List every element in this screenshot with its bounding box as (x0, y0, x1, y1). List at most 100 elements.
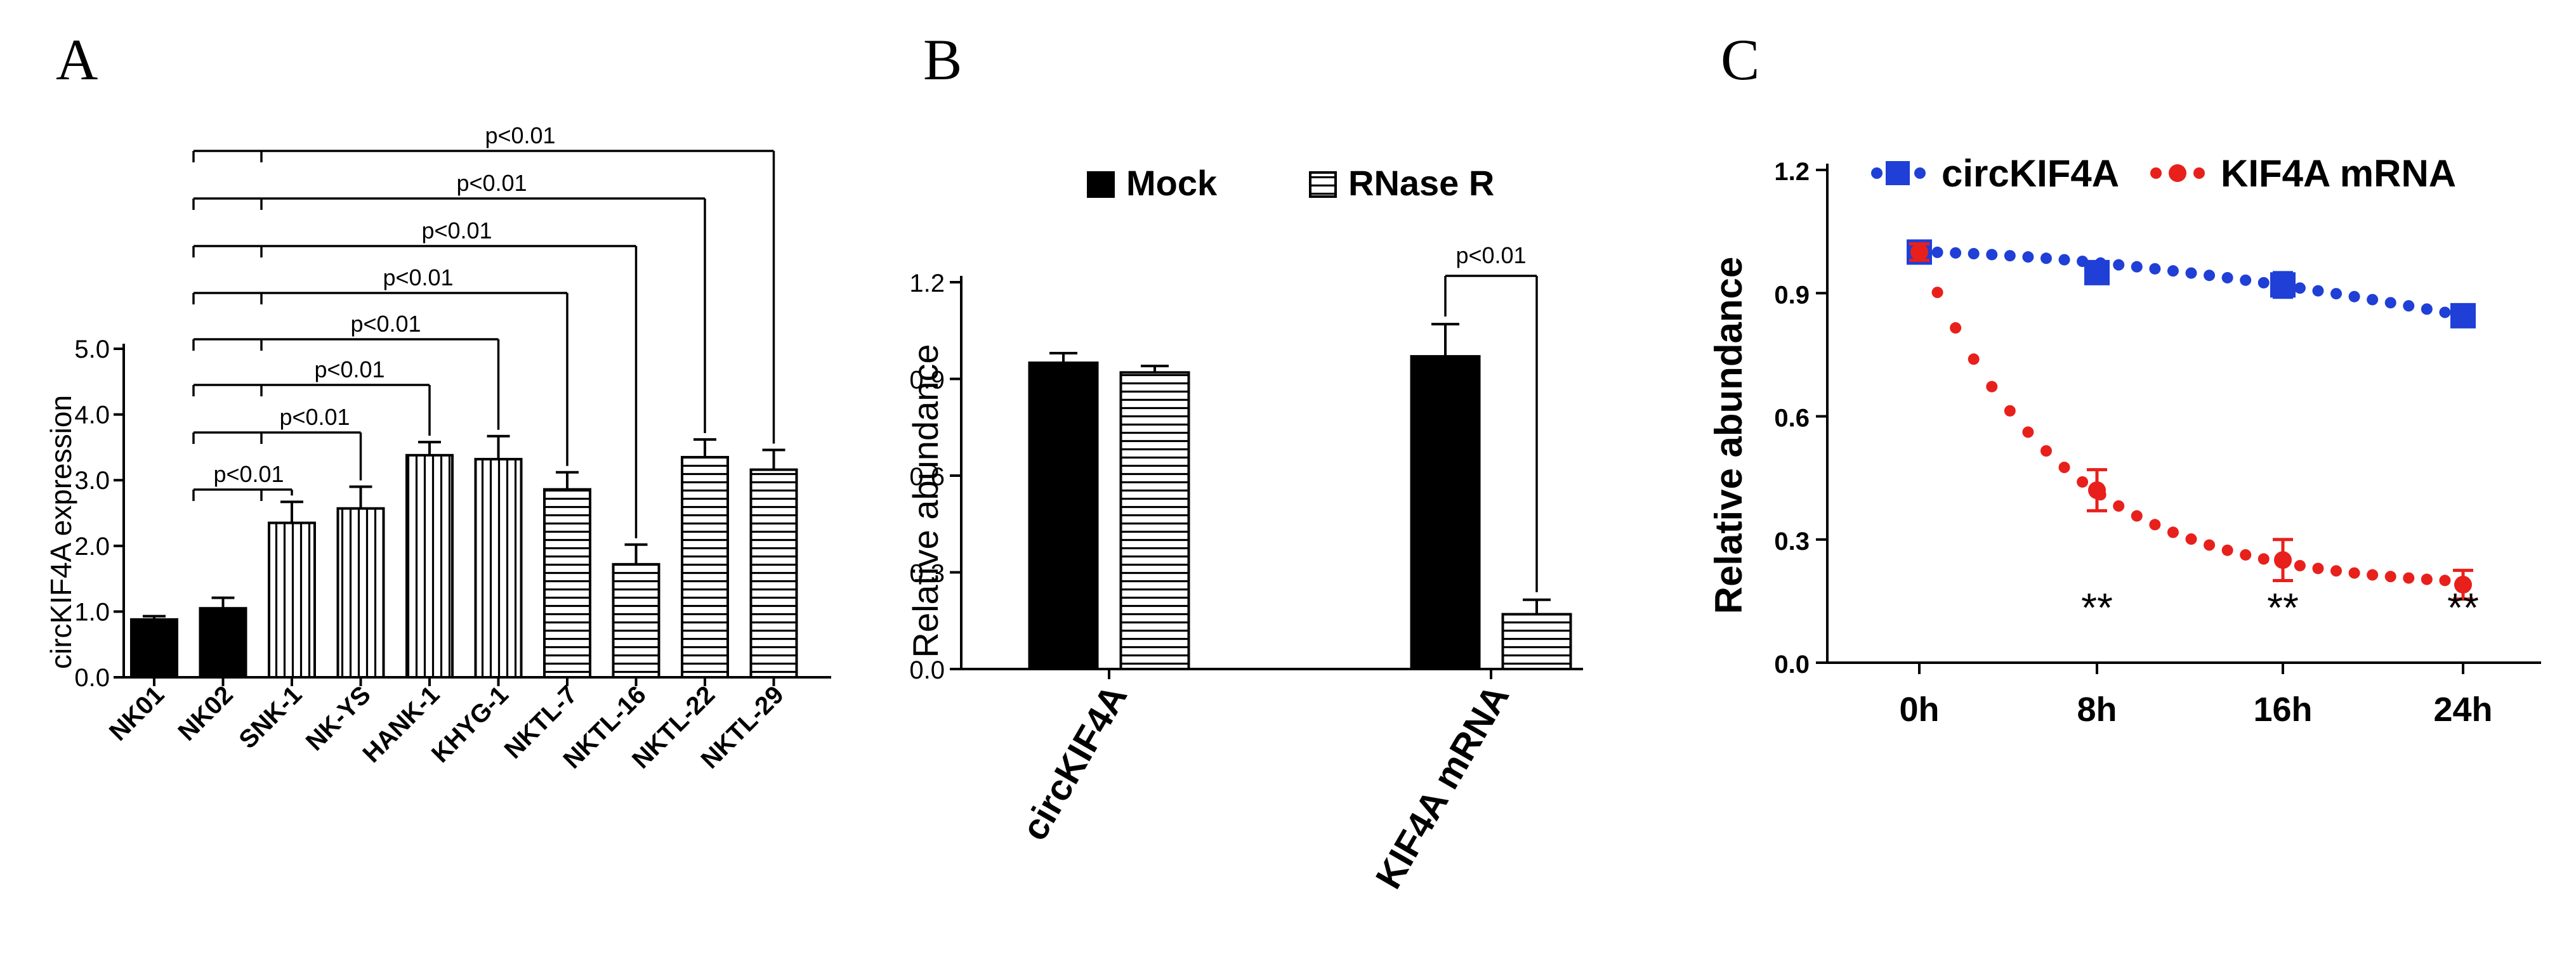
chart-a: 0.0 1.0 2.0 3.0 4.0 5.0 circKIF4A expression NK… (44, 122, 831, 774)
p-value-label: p<0.01 (314, 356, 384, 382)
fit-dot-circkif4a (2348, 290, 2360, 302)
point-circkif4a-8h (2084, 259, 2110, 285)
bar-nk02 (199, 607, 247, 679)
fit-dot-circkif4a (2439, 306, 2451, 318)
bar-nk-ys (336, 507, 385, 679)
bar-nktl-29 (749, 468, 798, 679)
y-tick-label-b: 1.2 (909, 270, 945, 297)
fit-dot-circkif4a (2149, 263, 2161, 275)
p-value-label: p<0.01 (421, 218, 492, 244)
legend-swatch-rnase-r (1309, 171, 1337, 198)
fit-dot-kif4a-mrna (2058, 462, 2070, 474)
y-tick-label-a: 2.0 (74, 533, 110, 561)
fit-dot-kif4a-mrna (1968, 353, 1980, 365)
fit-dot-kif4a-mrna (2185, 533, 2197, 545)
fit-dot-kif4a-mrna (2330, 565, 2343, 577)
fit-dot-circkif4a (2257, 276, 2270, 289)
significance-stars: ** (2081, 585, 2113, 630)
legend-line-dot-kif4a-mrna (2150, 167, 2162, 179)
fit-dot-circkif4a (2004, 250, 2016, 262)
category-label-hank-1: HANK-1 (357, 680, 445, 768)
fit-dot-kif4a-mrna (2004, 405, 2016, 417)
bar-khyg-1 (474, 458, 523, 679)
y-tick-label-a: 1.0 (74, 598, 110, 626)
x-tick-label-24h: 24h (2433, 691, 2492, 729)
chart-c: 0.0 0.3 0.6 0.9 1.2 0h 8h 16h 24h Relative abunda… (1707, 152, 2541, 729)
fit-dot-circkif4a (2022, 251, 2034, 263)
y-tick-label-b: 0.9 (909, 367, 945, 394)
fit-dot-circkif4a (2040, 252, 2052, 264)
fit-dot-kif4a-mrna (2149, 519, 2161, 531)
y-tick-label-c: 0.6 (1774, 405, 1810, 432)
fit-dot-circkif4a (2204, 270, 2216, 282)
fit-dot-kif4a-mrna (1986, 380, 1998, 393)
fit-dot-circkif4a (2221, 271, 2233, 283)
fit-dot-circkif4a (1931, 246, 1943, 258)
category-label-nk02: NK02 (173, 680, 238, 746)
fit-dot-circkif4a (1950, 247, 1962, 259)
legend-line-dot-circkif4a (1914, 167, 1926, 179)
fit-dot-kif4a-mrna (2439, 575, 2451, 587)
bar-hank-1 (405, 453, 454, 679)
significance-stars: ** (2267, 585, 2299, 630)
legend-label-mock: Mock (1126, 163, 1218, 203)
fit-dot-kif4a-mrna (2040, 445, 2052, 457)
legend-label-kif4a-mrna: KIF4A mRNA (2221, 152, 2456, 195)
p-value-label: p<0.01 (383, 264, 453, 290)
fit-dot-kif4a-mrna (2240, 549, 2252, 561)
legend-line-dot-circkif4a (1871, 167, 1883, 179)
y-tick-label-a: 4.0 (74, 401, 110, 429)
bar-nktl-16 (612, 563, 660, 679)
fit-dot-kif4a-mrna (2312, 563, 2324, 575)
category-label-nk01: NK01 (104, 680, 169, 746)
point-kif4a-mrna-0h (1910, 243, 1928, 261)
y-tick-label-a: 0.0 (74, 664, 110, 692)
y-tick-label-a: 5.0 (74, 335, 110, 363)
p-value-label: p<0.01 (213, 461, 284, 487)
fit-dot-kif4a-mrna (2403, 572, 2415, 584)
point-circkif4a-24h (2450, 302, 2476, 328)
fit-dot-kif4a-mrna (2421, 573, 2433, 585)
bar-nk01 (130, 618, 178, 679)
y-tick-label-a: 3.0 (74, 467, 110, 495)
x-tick-label-8h: 8h (2077, 691, 2117, 729)
p-value-label: p<0.01 (456, 170, 527, 196)
p-value-label: p<0.01 (279, 404, 350, 430)
fit-dot-kif4a-mrna (2294, 559, 2306, 571)
bar-rnase-r-circkif4a (1119, 371, 1190, 670)
fit-dot-kif4a-mrna (2257, 553, 2270, 565)
p-value-label-b: p<0.01 (1456, 242, 1526, 268)
x-tick-label-16h: 16h (2253, 691, 2312, 729)
y-tick-label-c: 0.9 (1774, 281, 1810, 309)
category-label-kif4a-mrna: KIF4A mRNA (1368, 678, 1518, 895)
legend-marker-kif4a-mrna (2169, 164, 2186, 182)
point-circkif4a-16h (2270, 272, 2296, 298)
fit-dot-circkif4a (1986, 249, 1998, 261)
fit-dot-kif4a-mrna (2367, 569, 2379, 581)
bar-rnase-r-kif4a-mrna (1501, 613, 1572, 670)
y-tick-label-c: 1.2 (1774, 158, 1810, 186)
chart-b: 0.0 0.3 0.6 0.9 1.2 Relative abundance circKIF… (905, 163, 1583, 895)
significance-stars: ** (2447, 585, 2479, 630)
fit-dot-circkif4a (1968, 248, 1980, 260)
category-label-khyg-1: KHYG-1 (426, 680, 514, 768)
legend-label-circkif4a: circKIF4A (1942, 152, 2119, 195)
fit-dot-kif4a-mrna (2131, 510, 2143, 522)
fit-dot-kif4a-mrna (2348, 567, 2360, 579)
point-kif4a-mrna-16h (2274, 551, 2292, 569)
fit-dot-kif4a-mrna (2167, 526, 2179, 538)
fit-dot-circkif4a (2167, 265, 2179, 277)
fit-dot-circkif4a (2403, 300, 2415, 312)
category-label-snk-1: SNK-1 (233, 680, 307, 754)
y-tick-label-b: 0.6 (909, 463, 945, 491)
bar-mock-kif4a-mrna (1410, 354, 1481, 671)
fit-dot-circkif4a (2113, 259, 2125, 271)
fit-dot-circkif4a (2421, 303, 2433, 315)
p-value-label: p<0.01 (350, 311, 421, 337)
panel-label-b: B (923, 27, 962, 92)
fit-dot-circkif4a (2131, 261, 2143, 273)
fit-dot-circkif4a (2312, 285, 2324, 297)
p-value-label: p<0.01 (485, 122, 555, 148)
fit-dot-kif4a-mrna (2113, 500, 2125, 512)
